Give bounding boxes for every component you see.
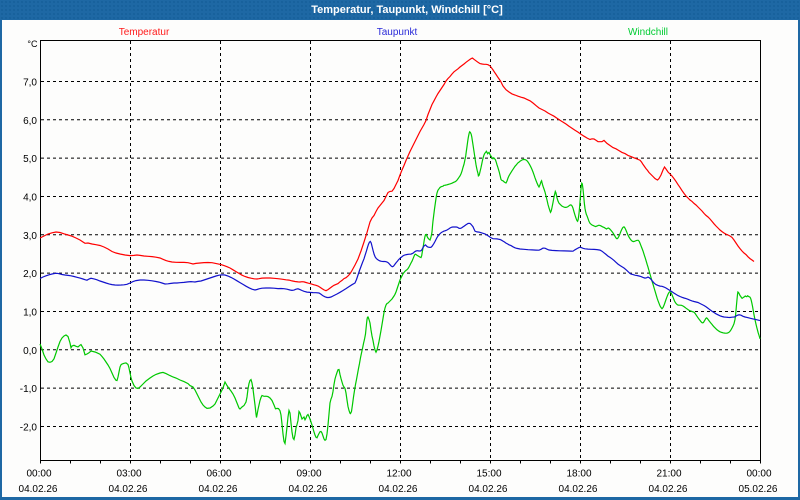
svg-text:04.02.26: 04.02.26	[19, 484, 58, 495]
svg-text:04.02.26: 04.02.26	[559, 484, 598, 495]
svg-text:6,0: 6,0	[23, 116, 37, 127]
svg-text:Taupunkt: Taupunkt	[377, 27, 418, 38]
svg-text:15:00: 15:00	[476, 469, 501, 480]
svg-text:2,0: 2,0	[23, 269, 37, 280]
svg-text:7,0: 7,0	[23, 78, 37, 89]
svg-text:09:00: 09:00	[296, 469, 321, 480]
svg-text:1,0: 1,0	[23, 308, 37, 319]
svg-text:12:00: 12:00	[386, 469, 411, 480]
svg-text:04.02.26: 04.02.26	[649, 484, 688, 495]
svg-text:5,0: 5,0	[23, 154, 37, 165]
svg-text:04.02.26: 04.02.26	[289, 484, 328, 495]
svg-text:4,0: 4,0	[23, 193, 37, 204]
svg-text:°C: °C	[27, 39, 38, 49]
svg-text:04.02.26: 04.02.26	[199, 484, 238, 495]
svg-text:-2,0: -2,0	[20, 423, 38, 434]
svg-text:04.02.26: 04.02.26	[469, 484, 508, 495]
svg-text:06:00: 06:00	[206, 469, 231, 480]
svg-text:00:00: 00:00	[26, 469, 51, 480]
svg-text:Windchill: Windchill	[628, 27, 668, 38]
svg-text:3,0: 3,0	[23, 231, 37, 242]
svg-text:18:00: 18:00	[566, 469, 591, 480]
svg-text:0,0: 0,0	[23, 346, 37, 357]
svg-text:04.02.26: 04.02.26	[109, 484, 148, 495]
svg-text:04.02.26: 04.02.26	[379, 484, 418, 495]
svg-text:00:00: 00:00	[746, 469, 771, 480]
svg-text:Temperatur: Temperatur	[119, 27, 170, 38]
svg-text:05.02.26: 05.02.26	[739, 484, 778, 495]
svg-text:21:00: 21:00	[656, 469, 681, 480]
svg-text:-1,0: -1,0	[20, 384, 38, 395]
svg-text:03:00: 03:00	[116, 469, 141, 480]
